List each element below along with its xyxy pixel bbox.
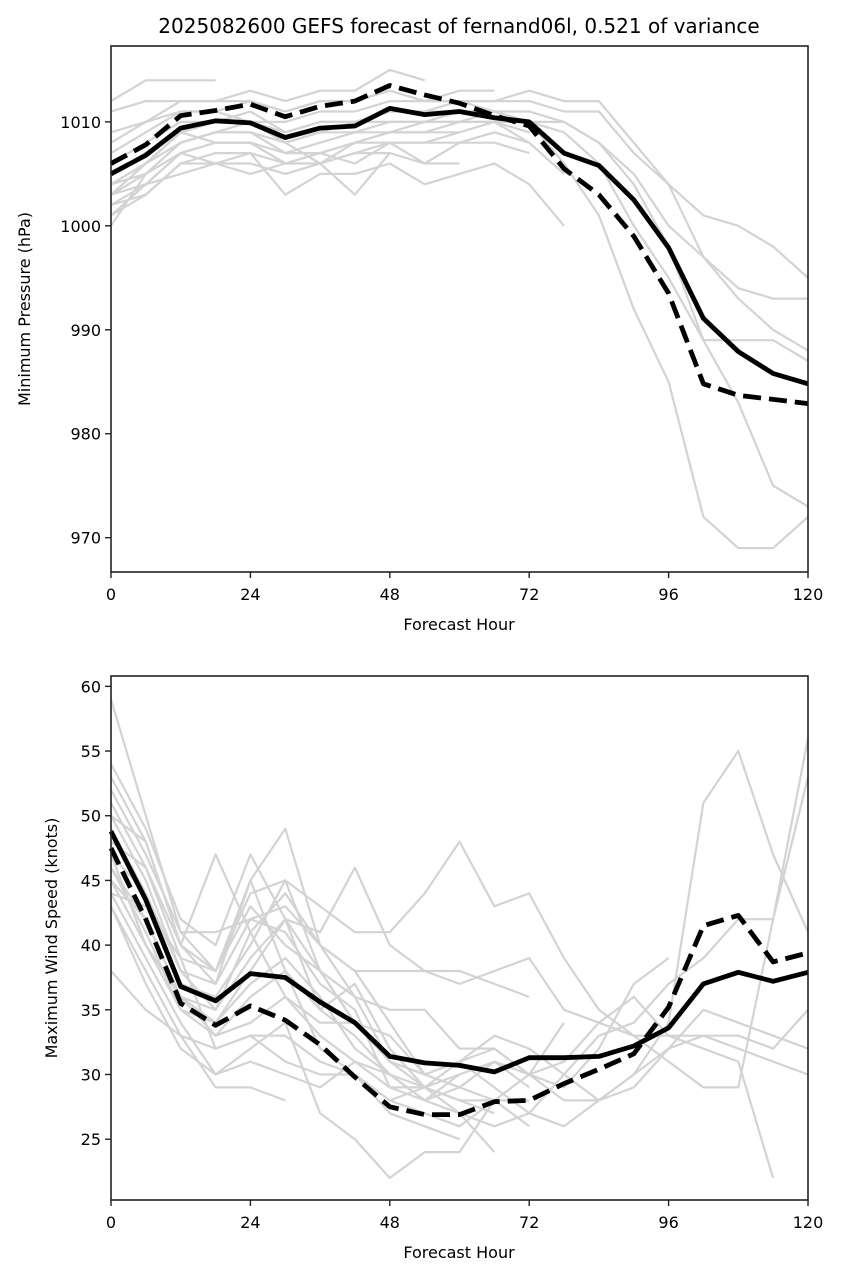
pressure-member-line xyxy=(110,131,391,196)
wind-x-tick-label: 0 xyxy=(106,1213,116,1232)
wind-y-tick-label: 40 xyxy=(81,936,101,955)
wind-y-tick-label: 45 xyxy=(81,871,101,890)
pressure-member-line xyxy=(110,110,809,362)
pressure-y-tick-label: 1000 xyxy=(60,217,101,236)
wind-y-ticks: 25 30 35 40 45 50 55 60 xyxy=(81,677,111,1149)
pressure-x-ticks: 0 24 48 72 96 120 xyxy=(106,572,823,604)
wind-mean-line xyxy=(108,830,809,1075)
wind-member-line xyxy=(110,749,810,1128)
pressure-member-line xyxy=(110,68,426,113)
pressure-member-line xyxy=(110,79,216,103)
wind-member-line xyxy=(110,879,460,1089)
wind-member-line xyxy=(109,905,670,1180)
pressure-y-ticks: 970 980 990 1000 1010 xyxy=(60,113,111,548)
wind-weighted-line xyxy=(108,847,809,1117)
pressure-x-axis-label: Forecast Hour xyxy=(403,615,515,634)
wind-axes-frame xyxy=(110,675,809,1201)
wind-member-line xyxy=(110,802,809,1102)
pressure-x-tick-label: 24 xyxy=(240,585,260,604)
wind-y-tick-label: 55 xyxy=(81,742,101,761)
wind-member-line xyxy=(109,854,809,1089)
wind-panel: 0 24 48 72 96 120 25 30 35 40 45 50 55 60 Forecast H… xyxy=(42,675,823,1262)
wind-x-tick-label: 72 xyxy=(519,1213,539,1232)
pressure-y-tick-label: 990 xyxy=(70,321,101,340)
pressure-ensemble-members xyxy=(110,68,809,550)
pressure-y-axis-label: Minimum Pressure (hPa) xyxy=(15,212,34,406)
wind-y-tick-label: 25 xyxy=(81,1130,101,1149)
pressure-x-tick-label: 0 xyxy=(106,585,116,604)
wind-member-line xyxy=(110,970,460,1141)
pressure-member-line xyxy=(110,152,565,227)
pressure-y-tick-label: 980 xyxy=(70,425,101,444)
wind-member-line xyxy=(110,879,565,1076)
pressure-member-line xyxy=(110,110,809,550)
pressure-axes-frame xyxy=(110,45,809,573)
pressure-x-tick-label: 96 xyxy=(658,585,678,604)
pressure-member-line xyxy=(110,99,808,300)
pressure-panel: 0 24 48 72 96 120 970 980 990 1000 1010 Forecast … xyxy=(15,45,823,634)
wind-y-axis-label: Maximum Wind Speed (knots) xyxy=(42,818,61,1059)
wind-x-tick-label: 48 xyxy=(380,1213,400,1232)
wind-y-tick-label: 50 xyxy=(81,807,101,826)
pressure-mean-series xyxy=(109,83,809,406)
wind-x-ticks: 0 24 48 72 96 120 xyxy=(106,1200,823,1232)
wind-y-tick-label: 30 xyxy=(81,1065,101,1084)
wind-x-axis-label: Forecast Hour xyxy=(403,1243,515,1262)
pressure-x-tick-label: 120 xyxy=(793,585,824,604)
pressure-x-tick-label: 72 xyxy=(519,585,539,604)
figure-title: 2025082600 GEFS forecast of fernand06l, … xyxy=(158,14,759,38)
wind-x-tick-label: 120 xyxy=(793,1213,824,1232)
pressure-y-tick-label: 1010 xyxy=(60,113,101,132)
pressure-y-tick-label: 970 xyxy=(70,529,101,548)
wind-x-tick-label: 24 xyxy=(240,1213,260,1232)
wind-mean-series xyxy=(108,830,809,1117)
wind-x-tick-label: 96 xyxy=(658,1213,678,1232)
wind-ensemble-members xyxy=(109,698,810,1180)
pressure-x-tick-label: 48 xyxy=(380,585,400,604)
pressure-member-line xyxy=(110,110,460,186)
pressure-weighted-line xyxy=(109,83,809,406)
wind-member-line xyxy=(110,853,530,1128)
wind-y-tick-label: 35 xyxy=(81,1001,101,1020)
pressure-mean-line xyxy=(109,106,809,387)
wind-y-tick-label: 60 xyxy=(81,677,101,696)
wind-member-line xyxy=(110,737,810,1089)
